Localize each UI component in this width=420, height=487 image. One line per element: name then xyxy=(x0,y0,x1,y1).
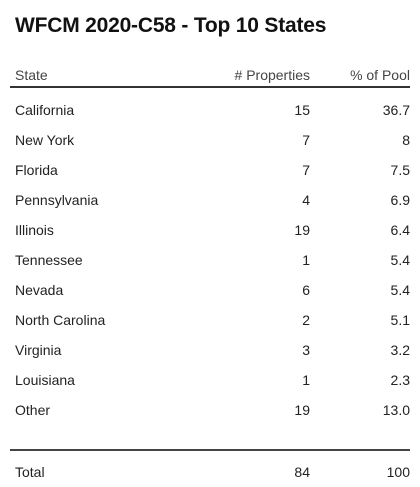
cell-state: New York xyxy=(15,132,75,148)
total-properties: 84 xyxy=(294,464,310,480)
cell-properties: 15 xyxy=(294,102,310,118)
cell-pool: 8 xyxy=(402,132,410,148)
table-row: Illinois 19 6.4 xyxy=(10,215,410,245)
cell-pool: 7.5 xyxy=(390,162,410,178)
column-header-properties: # Properties xyxy=(234,67,310,83)
states-table: State # Properties % of Pool California … xyxy=(10,64,410,487)
cell-state: Other xyxy=(15,402,51,418)
cell-pool: 5.4 xyxy=(390,252,410,268)
cell-properties: 7 xyxy=(302,162,310,178)
table-row: Florida 7 7.5 xyxy=(10,155,410,185)
table-row: California 15 36.7 xyxy=(10,95,410,125)
cell-state: Virginia xyxy=(15,342,62,358)
cell-state: Nevada xyxy=(15,282,64,298)
cell-pool: 36.7 xyxy=(382,102,410,118)
cell-properties: 6 xyxy=(302,282,310,298)
cell-properties: 19 xyxy=(294,222,310,238)
cell-state: North Carolina xyxy=(15,312,106,328)
cell-properties: 3 xyxy=(302,342,310,358)
cell-state: Pennsylvania xyxy=(15,192,99,208)
table-row: Other 19 13.0 xyxy=(10,395,410,425)
cell-state: Illinois xyxy=(15,222,54,238)
table-row: Louisiana 1 2.3 xyxy=(10,365,410,395)
cell-state: Louisiana xyxy=(15,372,75,388)
cell-properties: 2 xyxy=(302,312,310,328)
table-row: North Carolina 2 5.1 xyxy=(10,305,410,335)
total-row: Total 84 100 xyxy=(10,457,410,487)
cell-pool: 6.9 xyxy=(390,192,410,208)
cell-pool: 13.0 xyxy=(382,402,410,418)
cell-properties: 4 xyxy=(302,192,310,208)
cell-properties: 7 xyxy=(302,132,310,148)
table-row: Nevada 6 5.4 xyxy=(10,275,410,305)
total-pool: 100 xyxy=(386,464,410,480)
cell-state: California xyxy=(15,102,75,118)
total-divider xyxy=(10,449,410,451)
cell-pool: 5.4 xyxy=(390,282,410,298)
table-row: Virginia 3 3.2 xyxy=(10,335,410,365)
total-label: Total xyxy=(15,464,45,480)
header-divider xyxy=(10,86,410,88)
cell-properties: 19 xyxy=(294,402,310,418)
cell-properties: 1 xyxy=(302,372,310,388)
column-header-state: State xyxy=(15,67,48,83)
column-header-pool: % of Pool xyxy=(350,67,410,83)
cell-pool: 2.3 xyxy=(390,372,410,388)
table-row: Tennessee 1 5.4 xyxy=(10,245,410,275)
table-body: California 15 36.7 New York 7 8 Florida … xyxy=(10,95,410,425)
cell-state: Tennessee xyxy=(15,252,83,268)
cell-pool: 3.2 xyxy=(390,342,410,358)
page-title: WFCM 2020-C58 - Top 10 States xyxy=(15,14,327,37)
cell-properties: 1 xyxy=(302,252,310,268)
table-row: Pennsylvania 4 6.9 xyxy=(10,185,410,215)
cell-pool: 6.4 xyxy=(390,222,410,238)
cell-pool: 5.1 xyxy=(390,312,410,328)
table-header: State # Properties % of Pool xyxy=(10,64,410,86)
table-row: New York 7 8 xyxy=(10,125,410,155)
cell-state: Florida xyxy=(15,162,58,178)
